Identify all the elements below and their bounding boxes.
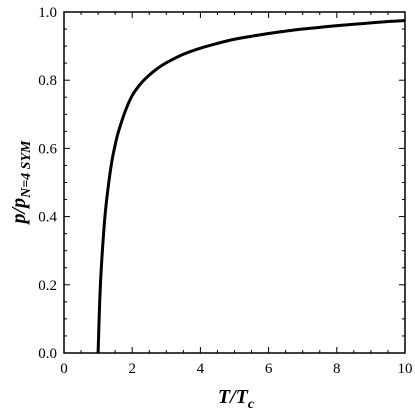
x-tick-label: 6 xyxy=(265,361,273,377)
x-tick-label: 4 xyxy=(197,361,205,377)
y-tick-label: 0.4 xyxy=(38,210,57,226)
y-axis-label-subscript: N=4 SYM xyxy=(19,140,34,199)
plot-frame xyxy=(63,11,406,354)
y-tick-label: 0.0 xyxy=(38,346,57,362)
y-tick-label: 1.0 xyxy=(38,5,57,21)
tick-labels: 0 2 4 6 8 10 0.0 0.2 0.4 0.6 0.8 1.0 xyxy=(38,5,412,377)
series-line xyxy=(96,19,406,354)
y-tick-label: 0.2 xyxy=(38,278,57,294)
tick-marks xyxy=(63,11,406,354)
x-tick-label: 8 xyxy=(333,361,341,377)
y-tick-label: 0.8 xyxy=(38,73,57,89)
x-axis-label-base: T/T xyxy=(218,386,249,408)
y-tick-label: 0.6 xyxy=(38,141,57,157)
y-axis-label: p/pN=4 SYM xyxy=(8,140,34,225)
x-tick-label: 0 xyxy=(60,361,68,377)
x-tick-label: 10 xyxy=(398,361,413,377)
x-tick-label: 2 xyxy=(128,361,136,377)
x-axis-label-subscript: c xyxy=(248,397,255,412)
y-axis-label-base: p/p xyxy=(8,198,30,226)
x-axis-label: T/Tc xyxy=(218,386,255,412)
